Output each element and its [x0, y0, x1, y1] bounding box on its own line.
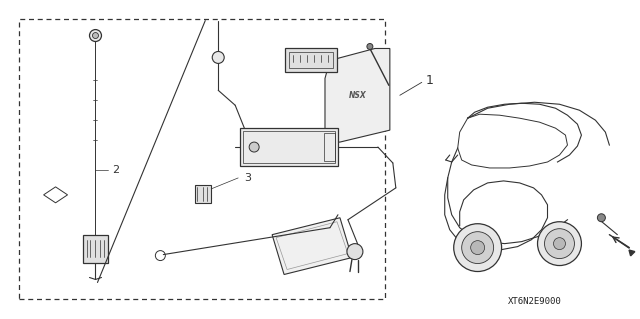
Circle shape	[597, 214, 605, 222]
Bar	[324, 133, 335, 161]
Text: NSX: NSX	[349, 91, 367, 100]
Polygon shape	[272, 218, 352, 274]
Text: 1: 1	[426, 74, 434, 87]
Circle shape	[470, 241, 484, 255]
Text: 2: 2	[112, 165, 119, 175]
Text: XT6N2E9000: XT6N2E9000	[508, 297, 561, 306]
Circle shape	[249, 142, 259, 152]
Text: 3: 3	[244, 173, 252, 183]
Bar	[195, 185, 211, 203]
Bar	[240, 128, 338, 166]
Circle shape	[545, 229, 575, 259]
Circle shape	[367, 43, 373, 49]
Bar	[285, 48, 337, 72]
Circle shape	[212, 51, 224, 63]
Circle shape	[461, 232, 493, 263]
Circle shape	[538, 222, 581, 265]
Circle shape	[454, 224, 502, 271]
Circle shape	[554, 238, 566, 249]
Circle shape	[90, 30, 102, 41]
Bar	[289, 52, 333, 68]
Circle shape	[93, 33, 99, 39]
Polygon shape	[325, 48, 390, 142]
Circle shape	[347, 244, 363, 260]
Bar	[19, 19, 385, 300]
Bar	[243, 131, 335, 163]
Bar	[83, 235, 108, 263]
